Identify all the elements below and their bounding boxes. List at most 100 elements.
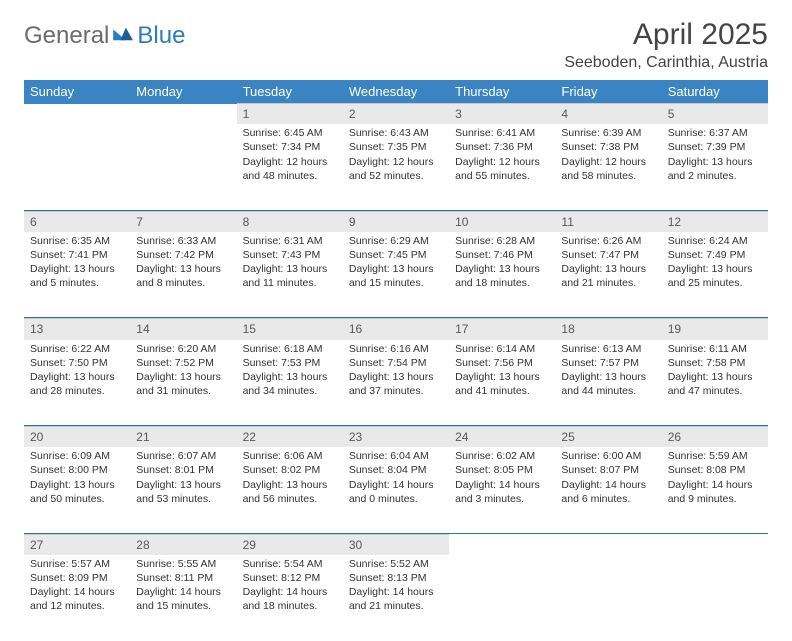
sunrise-text: Sunrise: 6:13 AM [561, 342, 655, 356]
day-data-cell: Sunrise: 6:14 AMSunset: 7:56 PMDaylight:… [449, 340, 555, 426]
day-number-cell: 8 [237, 211, 343, 232]
sunset-text: Sunset: 7:39 PM [668, 140, 762, 154]
sunset-text: Sunset: 8:00 PM [30, 463, 124, 477]
day-number-cell: 10 [449, 211, 555, 232]
sunset-text: Sunset: 7:41 PM [30, 248, 124, 262]
day-number-cell: 5 [662, 104, 768, 125]
sunrise-text: Sunrise: 6:04 AM [349, 449, 443, 463]
sunset-text: Sunset: 8:09 PM [30, 571, 124, 585]
day-number-cell: 6 [24, 211, 130, 232]
sunrise-text: Sunrise: 6:11 AM [668, 342, 762, 356]
col-header: Sunday [24, 80, 130, 104]
day-number-cell: 4 [555, 104, 661, 125]
sunrise-text: Sunrise: 5:52 AM [349, 557, 443, 571]
sunset-text: Sunset: 8:01 PM [136, 463, 230, 477]
col-header: Thursday [449, 80, 555, 104]
daydata-row: Sunrise: 6:22 AMSunset: 7:50 PM Daylight:… [24, 340, 768, 426]
daylight-text: Daylight: 14 hours and 18 minutes. [243, 585, 337, 613]
sunset-text: Sunset: 8:08 PM [668, 463, 762, 477]
daylight-text: Daylight: 14 hours and 0 minutes. [349, 478, 443, 506]
day-number-cell: 23 [343, 427, 449, 448]
sunrise-text: Sunrise: 6:06 AM [243, 449, 337, 463]
daylight-text: Daylight: 13 hours and 56 minutes. [243, 478, 337, 506]
daylight-text: Daylight: 12 hours and 52 minutes. [349, 155, 443, 183]
day-number-cell: 24 [449, 427, 555, 448]
day-data-cell: Sunrise: 6:29 AMSunset: 7:45 PMDaylight:… [343, 232, 449, 318]
sunrise-text: Sunrise: 6:33 AM [136, 234, 230, 248]
sunrise-text: Sunrise: 6:14 AM [455, 342, 549, 356]
day-number-cell [130, 104, 236, 125]
day-data-cell: Sunrise: 6:02 AMSunset: 8:05 PMDaylight:… [449, 447, 555, 533]
daylight-text: Daylight: 14 hours and 3 minutes. [455, 478, 549, 506]
page-header: General Blue April 2025 Seeboden, Carint… [24, 18, 768, 72]
sunset-text: Sunset: 8:07 PM [561, 463, 655, 477]
sunset-text: Sunset: 7:49 PM [668, 248, 762, 262]
day-number-cell: 29 [237, 534, 343, 555]
day-number-cell: 26 [662, 427, 768, 448]
sunset-text: Sunset: 7:36 PM [455, 140, 549, 154]
day-data-cell: Sunrise: 6:04 AMSunset: 8:04 PMDaylight:… [343, 447, 449, 533]
col-header: Tuesday [237, 80, 343, 104]
col-header: Monday [130, 80, 236, 104]
day-data-cell: Sunrise: 6:24 AMSunset: 7:49 PMDaylight:… [662, 232, 768, 318]
sunrise-text: Sunrise: 6:18 AM [243, 342, 337, 356]
sunset-text: Sunset: 7:53 PM [243, 356, 337, 370]
sunset-text: Sunset: 7:52 PM [136, 356, 230, 370]
day-number-cell: 14 [130, 319, 236, 340]
sunrise-text: Sunrise: 6:31 AM [243, 234, 337, 248]
col-header: Saturday [662, 80, 768, 104]
day-number-cell: 2 [343, 104, 449, 125]
daynum-row: 20212223242526 [24, 427, 768, 448]
day-number-cell: 3 [449, 104, 555, 125]
day-number-cell: 22 [237, 427, 343, 448]
sunset-text: Sunset: 8:05 PM [455, 463, 549, 477]
daydata-row: Sunrise: 6:09 AMSunset: 8:00 PM Daylight:… [24, 447, 768, 533]
sunrise-text: Sunrise: 5:54 AM [243, 557, 337, 571]
sunset-text: Sunset: 7:34 PM [243, 140, 337, 154]
sunset-text: Sunset: 7:58 PM [668, 356, 762, 370]
day-number-cell: 25 [555, 427, 661, 448]
day-number-cell: 11 [555, 211, 661, 232]
daydata-row: Sunrise: 6:35 AMSunset: 7:41 PMDaylight:… [24, 232, 768, 318]
sunrise-text: Sunrise: 5:55 AM [136, 557, 230, 571]
day-number-cell: 20 [24, 427, 130, 448]
day-number-cell: 17 [449, 319, 555, 340]
day-number-cell: 7 [130, 211, 236, 232]
sunset-text: Sunset: 7:50 PM [30, 356, 124, 370]
logo-text-general: General [24, 22, 109, 50]
sunset-text: Sunset: 8:11 PM [136, 571, 230, 585]
day-data-cell: Sunrise: 6:11 AMSunset: 7:58 PMDaylight:… [662, 340, 768, 426]
calendar-table: Sunday Monday Tuesday Wednesday Thursday… [24, 80, 768, 641]
sunrise-text: Sunrise: 6:16 AM [349, 342, 443, 356]
day-data-cell: Sunrise: 6:07 AMSunset: 8:01 PMDaylight:… [130, 447, 236, 533]
sunrise-text: Sunrise: 6:09 AM [30, 449, 124, 463]
sunrise-text: Sunrise: 6:07 AM [136, 449, 230, 463]
sunrise-text: Sunrise: 5:59 AM [668, 449, 762, 463]
daylight-text: Daylight: 13 hours and 21 minutes. [561, 262, 655, 290]
day-number-cell: 18 [555, 319, 661, 340]
sunrise-text: Sunrise: 6:37 AM [668, 126, 762, 140]
sunrise-text: Sunrise: 6:29 AM [349, 234, 443, 248]
daylight-text: Daylight: 14 hours and 15 minutes. [136, 585, 230, 613]
day-data-cell: Sunrise: 6:41 AMSunset: 7:36 PMDaylight:… [449, 124, 555, 210]
sunrise-text: Sunrise: 6:26 AM [561, 234, 655, 248]
sunset-text: Sunset: 7:56 PM [455, 356, 549, 370]
daylight-text: Daylight: 13 hours and 37 minutes. [349, 370, 443, 398]
title-block: April 2025 Seeboden, Carinthia, Austria [564, 18, 768, 72]
day-number-cell [662, 534, 768, 555]
sunrise-text: Sunrise: 6:22 AM [30, 342, 124, 356]
day-data-cell: Sunrise: 6:13 AMSunset: 7:57 PMDaylight:… [555, 340, 661, 426]
day-data-cell: Sunrise: 5:59 AMSunset: 8:08 PMDaylight:… [662, 447, 768, 533]
calendar-head: Sunday Monday Tuesday Wednesday Thursday… [24, 80, 768, 104]
day-data-cell: Sunrise: 6:06 AMSunset: 8:02 PMDaylight:… [237, 447, 343, 533]
sunset-text: Sunset: 8:02 PM [243, 463, 337, 477]
sunrise-text: Sunrise: 6:41 AM [455, 126, 549, 140]
col-header: Friday [555, 80, 661, 104]
day-data-cell: Sunrise: 6:22 AMSunset: 7:50 PMDaylight:… [24, 340, 130, 426]
day-number-cell: 16 [343, 319, 449, 340]
daylight-text: Daylight: 13 hours and 34 minutes. [243, 370, 337, 398]
day-data-cell: Sunrise: 5:55 AMSunset: 8:11 PMDaylight:… [130, 555, 236, 641]
sunset-text: Sunset: 8:04 PM [349, 463, 443, 477]
day-data-cell: Sunrise: 6:33 AMSunset: 7:42 PMDaylight:… [130, 232, 236, 318]
day-data-cell: Sunrise: 6:20 AMSunset: 7:52 PMDaylight:… [130, 340, 236, 426]
